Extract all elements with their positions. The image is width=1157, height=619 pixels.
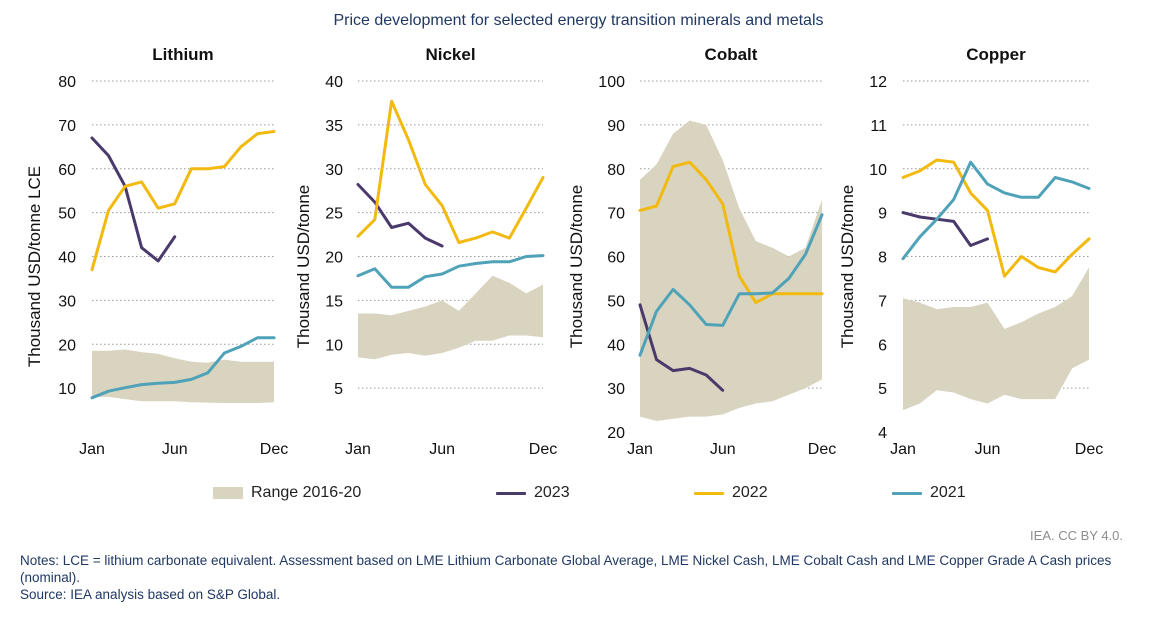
y-tick-label: 60: [58, 162, 76, 179]
y-axis-label: Thousand USD/tonne: [838, 185, 857, 349]
series-line-2023: [901, 211, 989, 247]
y-tick-label: 30: [325, 162, 343, 179]
credit: IEA. CC BY 4.0.: [1030, 528, 1123, 543]
series-line-2023: [356, 183, 444, 248]
legend-label-range: Range 2016-20: [251, 484, 362, 501]
notes: Notes: LCE = lithium carbonate equivalen…: [20, 552, 1130, 603]
x-tick-label: Dec: [1075, 441, 1103, 458]
legend-swatch-range: [213, 487, 243, 499]
legend-swatch-2021: [892, 491, 922, 495]
y-tick-label: 15: [325, 293, 343, 310]
y-tick-label: 30: [607, 381, 625, 398]
panel-title: Cobalt: [705, 45, 758, 64]
legend-label-2021: 2021: [930, 484, 966, 501]
range-band: [92, 349, 274, 403]
notes-text: Notes: LCE = lithium carbonate equivalen…: [20, 553, 1112, 585]
y-tick-label: 10: [325, 337, 343, 354]
panel-title: Copper: [966, 45, 1026, 64]
x-tick-label: Jan: [79, 441, 105, 458]
y-tick-label: 25: [325, 206, 343, 223]
x-tick-label: Jan: [890, 441, 916, 458]
y-tick-label: 20: [58, 337, 76, 354]
y-tick-label: 80: [607, 162, 625, 179]
legend-item-2022: 2022: [694, 484, 768, 502]
x-tick-label: Jun: [710, 441, 736, 458]
y-tick-label: 40: [325, 74, 343, 91]
x-tick-label: Jun: [162, 441, 188, 458]
x-tick-label: Jan: [627, 441, 653, 458]
series-line-2021: [638, 213, 824, 357]
legend-swatch-2022: [694, 491, 724, 495]
legend: Range 2016-20 2023 2022 2021: [0, 484, 1157, 508]
range-band: [903, 267, 1089, 411]
y-axis-label: Thousand USD/tonne: [567, 185, 586, 349]
x-tick-label: Dec: [808, 441, 836, 458]
series-line-2022: [638, 160, 824, 305]
y-tick-label: 5: [878, 381, 887, 398]
range-band: [640, 120, 822, 421]
y-tick-label: 80: [58, 74, 76, 91]
y-tick-label: 90: [607, 118, 625, 135]
y-tick-label: 7: [878, 293, 887, 310]
legend-item-range: Range 2016-20: [213, 484, 361, 502]
legend-label-2023: 2023: [534, 484, 570, 501]
legend-label-2022: 2022: [732, 484, 768, 501]
x-tick-label: Jun: [975, 441, 1001, 458]
y-tick-label: 10: [58, 381, 76, 398]
source-text: Source: IEA analysis based on S&P Global…: [20, 587, 281, 602]
series-line-2021: [356, 254, 545, 289]
y-tick-label: 50: [607, 293, 625, 310]
chart-panel-lithium: Lithium 10 20 30 40 50 60 70 80 Jan Jun Dec Thousand…: [25, 45, 288, 458]
x-tick-label: Jan: [345, 441, 371, 458]
legend-item-2023: 2023: [496, 484, 570, 502]
series-line-2022: [901, 158, 1091, 278]
y-tick-label: 35: [325, 118, 343, 135]
series-line-2022: [90, 130, 276, 272]
y-tick-label: 100: [598, 74, 625, 91]
y-tick-label: 20: [325, 250, 343, 267]
y-tick-label: 20: [607, 425, 625, 442]
y-axis-label: Thousand USD/tonne: [294, 185, 313, 349]
panel-title: Nickel: [425, 45, 475, 64]
y-tick-label: 11: [870, 118, 887, 135]
charts-canvas: Lithium 10 20 30 40 50 60 70 80 Jan Jun Dec Thousand…: [25, 45, 1103, 458]
legend-item-2021: 2021: [892, 484, 966, 502]
series-line-2023: [638, 303, 725, 392]
y-axis-label: Thousand USD/tonne LCE: [25, 166, 44, 367]
range-band: [358, 275, 543, 360]
panel-title: Lithium: [152, 45, 213, 64]
y-tick-label: 9: [878, 206, 887, 223]
x-tick-label: Jun: [429, 441, 455, 458]
y-tick-label: 40: [58, 250, 76, 267]
series-line-2022: [356, 99, 545, 244]
y-tick-label: 8: [878, 250, 887, 267]
x-tick-label: Dec: [260, 441, 288, 458]
y-tick-label: 5: [334, 381, 343, 398]
y-tick-label: 6: [878, 337, 887, 354]
y-tick-label: 70: [58, 118, 76, 135]
series-line-2021: [90, 336, 276, 400]
y-tick-label: 40: [607, 337, 625, 354]
x-tick-label: Dec: [529, 441, 557, 458]
main-title: Price development for selected energy tr…: [333, 12, 824, 29]
series-line-2021: [901, 160, 1091, 261]
legend-swatch-2023: [496, 491, 526, 495]
series-line-2023: [90, 136, 177, 263]
y-tick-label: 50: [58, 206, 76, 223]
chart-panel-nickel: Nickel 5 10 15 20 25 30 35 40 Jan Jun Dec Thousand U…: [294, 45, 557, 458]
y-tick-label: 30: [58, 293, 76, 310]
chart-panel-cobalt: Cobalt 20 30 40 50 60 70 80 90 100 Jan Jun Dec Thousa…: [567, 45, 836, 458]
y-tick-label: 60: [607, 250, 625, 267]
y-tick-label: 70: [607, 206, 625, 223]
chart-panel-copper: Copper 4 5 6 7 8 9 10 11 12 Jan Jun Dec Thousand USD/…: [838, 45, 1103, 458]
y-tick-label: 12: [869, 74, 887, 91]
y-tick-label: 4: [878, 425, 887, 442]
y-tick-label: 10: [869, 162, 887, 179]
